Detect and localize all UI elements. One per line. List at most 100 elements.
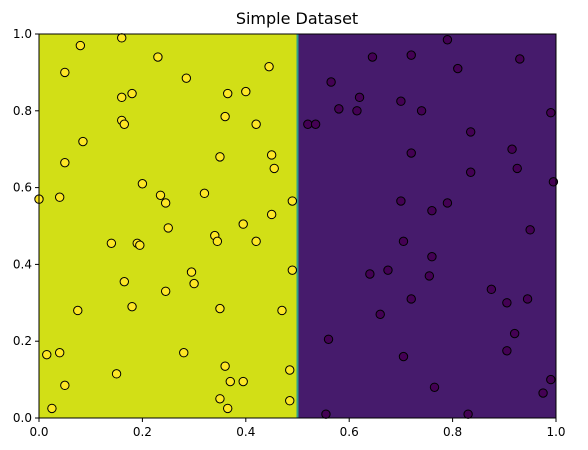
scatter-point-class-0: [502, 346, 512, 356]
scatter-point-class-0: [398, 351, 409, 362]
scatter-point-class-0: [321, 409, 331, 419]
scatter-point-class-1: [215, 394, 225, 404]
scatter-point-class-1: [117, 33, 127, 43]
scatter-point-class-1: [117, 92, 127, 103]
x-tick-label: 1.0: [546, 425, 565, 439]
scatter-point-class-0: [398, 236, 409, 247]
scatter-point-class-1: [285, 365, 295, 375]
scatter-point-class-1: [119, 276, 130, 287]
scatter-point-class-1: [127, 88, 137, 99]
scatter-point-class-0: [427, 252, 437, 262]
scatter-point-class-1: [179, 348, 189, 358]
scatter-point-class-1: [60, 67, 70, 78]
x-tick-label: 0.2: [133, 425, 152, 439]
scatter-point-class-0: [303, 119, 313, 129]
scatter-point-class-1: [160, 286, 171, 296]
scatter-point-class-0: [546, 374, 556, 385]
scatter-point-class-0: [465, 167, 476, 177]
scatter-point-class-1: [137, 179, 148, 189]
scatter-point-class-1: [287, 265, 298, 275]
x-tick-label: 0.4: [236, 425, 255, 439]
scatter-point-class-1: [186, 267, 197, 277]
scatter-point-class-1: [238, 219, 248, 229]
y-tick-label: 0.0: [13, 411, 32, 425]
scatter-point-class-0: [396, 196, 406, 206]
scatter-point-class-0: [442, 35, 453, 45]
scatter-point-class-1: [135, 240, 145, 250]
scatter-point-class-1: [60, 380, 70, 391]
scatter-point-class-0: [424, 271, 435, 281]
scatter-point-class-0: [310, 119, 321, 129]
scatter-point-class-0: [323, 334, 334, 344]
scatter-point-class-0: [429, 382, 440, 392]
scatter-point-class-0: [512, 163, 522, 174]
scatter-point-class-0: [334, 104, 344, 114]
y-tick-label: 1.0: [13, 27, 32, 41]
scatter-point-class-0: [406, 294, 416, 304]
scatter-point-class-1: [106, 238, 117, 248]
x-tick-label: 0.0: [29, 425, 48, 439]
scatter-point-class-0: [416, 106, 427, 116]
scatter-point-class-0: [396, 96, 406, 106]
scatter-point-class-0: [406, 148, 416, 158]
scatter-point-class-0: [486, 284, 497, 295]
scatter-point-class-1: [266, 150, 277, 160]
scatter-point-class-1: [54, 192, 65, 202]
scatter-point-class-0: [502, 298, 512, 308]
scatter-point-class-1: [160, 198, 171, 208]
scatter-point-class-1: [78, 136, 88, 147]
x-tick-label: 0.8: [443, 425, 462, 439]
scatter-point-class-0: [352, 106, 362, 116]
y-tick-label: 0.6: [13, 181, 32, 195]
scatter-point-class-1: [241, 86, 251, 97]
scatter-point-class-1: [155, 190, 166, 200]
scatter-point-class-1: [215, 152, 225, 162]
y-axis: 0.0 0.2 0.4 0.6 0.8 1.0: [13, 27, 39, 425]
scatter-point-class-1: [153, 52, 163, 62]
scatter-point-class-0: [453, 63, 463, 74]
scatter-point-class-1: [199, 188, 210, 199]
scatter-point-class-0: [367, 52, 378, 62]
scatter-point-class-0: [522, 294, 533, 304]
scatter-point-class-1: [223, 403, 233, 414]
scatter-point-class-0: [465, 127, 476, 137]
scatter-point-class-1: [266, 209, 277, 220]
scatter-point-class-1: [127, 301, 137, 312]
scatter-point-class-0: [442, 198, 453, 208]
scatter-point-class-1: [212, 236, 223, 247]
scatter-point-class-1: [251, 119, 261, 129]
scatter-point-class-1: [163, 223, 173, 233]
x-tick-label: 0.6: [340, 425, 359, 439]
y-tick-label: 0.4: [13, 257, 32, 271]
scatter-point-class-1: [223, 88, 233, 99]
scatter-point-class-0: [515, 54, 525, 64]
scatter-point-class-1: [73, 305, 83, 316]
scatter-point-class-0: [383, 265, 393, 275]
scatter-point-class-1: [264, 61, 274, 72]
region-class-0: [297, 34, 556, 418]
scatter-point-class-1: [269, 163, 279, 174]
scatter-point-class-0: [406, 50, 416, 60]
plot-regions: [39, 34, 556, 418]
scatter-point-class-0: [538, 388, 548, 398]
plot-frame: [38, 33, 557, 419]
scatter-point-class-0: [546, 108, 556, 118]
scatter-point-class-0: [507, 144, 517, 154]
scatter-point-class-1: [238, 376, 248, 387]
scatter-point-class-1: [285, 396, 295, 406]
data-points: [34, 33, 559, 419]
scatter-point-class-0: [427, 205, 437, 216]
scatter-point-class-1: [181, 73, 192, 83]
y-tick-label: 0.2: [13, 334, 32, 348]
scatter-point-class-1: [277, 305, 287, 316]
x-axis: 0.0 0.2 0.4 0.6 0.8 1.0: [29, 418, 566, 439]
scatter-point-class-1: [111, 369, 122, 379]
scatter-point-class-0: [525, 225, 535, 235]
scatter-point-class-0: [375, 309, 385, 320]
scatter-point-class-1: [119, 119, 130, 129]
scatter-point-class-1: [42, 349, 52, 360]
scatter-point-class-1: [220, 361, 230, 371]
scatter-point-class-0: [463, 409, 473, 419]
scatter-point-class-0: [365, 269, 375, 279]
